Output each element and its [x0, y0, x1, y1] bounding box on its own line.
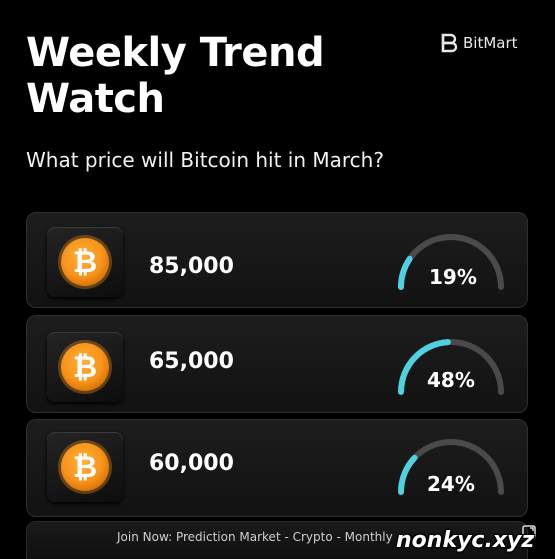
title-line-2: Watch — [26, 76, 165, 122]
probability-percent: 48% — [427, 368, 475, 392]
probability-gauge — [398, 439, 504, 495]
bitcoin-icon: ₿ — [58, 440, 112, 494]
svg-text:₿: ₿ — [73, 350, 97, 385]
price-label: 65,000 — [149, 349, 234, 374]
coin-tile: ₿ — [47, 227, 123, 297]
join-banner-text: Join Now: Prediction Market - Crypto - M… — [117, 530, 393, 544]
expand-icon[interactable] — [521, 524, 537, 540]
probability-percent: 19% — [429, 265, 477, 289]
bitcoin-icon: ₿ — [58, 235, 112, 289]
brand-name: BitMart — [463, 34, 518, 52]
coin-tile: ₿ — [47, 332, 123, 402]
svg-text:₿: ₿ — [73, 245, 97, 280]
title-line-1: Weekly Trend — [26, 30, 325, 76]
price-label: 85,000 — [149, 254, 234, 279]
svg-text:₿: ₿ — [73, 450, 97, 485]
option-card-60000[interactable]: ₿ 60,000 24% — [26, 419, 528, 517]
brand-logo: BitMart — [440, 33, 518, 53]
page-title: Weekly Trend Watch — [26, 30, 386, 122]
question-text: What price will Bitcoin hit in March? — [26, 148, 384, 172]
probability-gauge — [398, 234, 504, 290]
bitcoin-icon: ₿ — [58, 340, 112, 394]
coin-tile: ₿ — [47, 432, 123, 502]
option-card-85000[interactable]: ₿ 85,000 19% — [26, 212, 528, 308]
probability-gauge — [398, 339, 504, 395]
watermark-text: nonkyc.xyz — [396, 528, 535, 553]
price-label: 60,000 — [149, 451, 234, 476]
probability-percent: 24% — [427, 472, 475, 496]
option-card-65000[interactable]: ₿ 65,000 48% — [26, 315, 528, 413]
bitmart-logo-icon — [441, 33, 458, 53]
join-banner[interactable]: Join Now: Prediction Market - Crypto - M… — [26, 521, 528, 559]
